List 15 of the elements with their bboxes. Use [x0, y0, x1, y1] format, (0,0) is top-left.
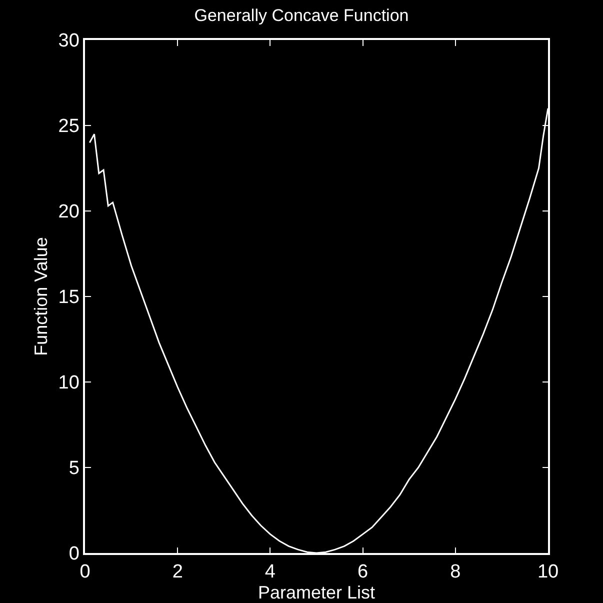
y-tick-label: 10	[58, 372, 80, 394]
x-tick-label: 2	[172, 562, 183, 583]
y-tick-label: 0	[68, 544, 80, 565]
x-tick-label: 6	[358, 562, 368, 583]
y-tick-label: 25	[58, 116, 80, 138]
y-tick-label: 5	[68, 458, 80, 480]
y-tick-label: 20	[58, 202, 80, 223]
chart-title: Generally Concave Function	[194, 6, 409, 25]
x-tick-label: 8	[450, 562, 461, 583]
x-tick-label: 4	[264, 562, 276, 583]
x-axis-title: Parameter List	[258, 582, 376, 603]
y-tick-label: 15	[58, 287, 80, 308]
x-tick-label: 10	[537, 562, 559, 583]
y-axis-title: Function Value	[31, 237, 52, 356]
y-tick-label: 30	[58, 30, 80, 52]
